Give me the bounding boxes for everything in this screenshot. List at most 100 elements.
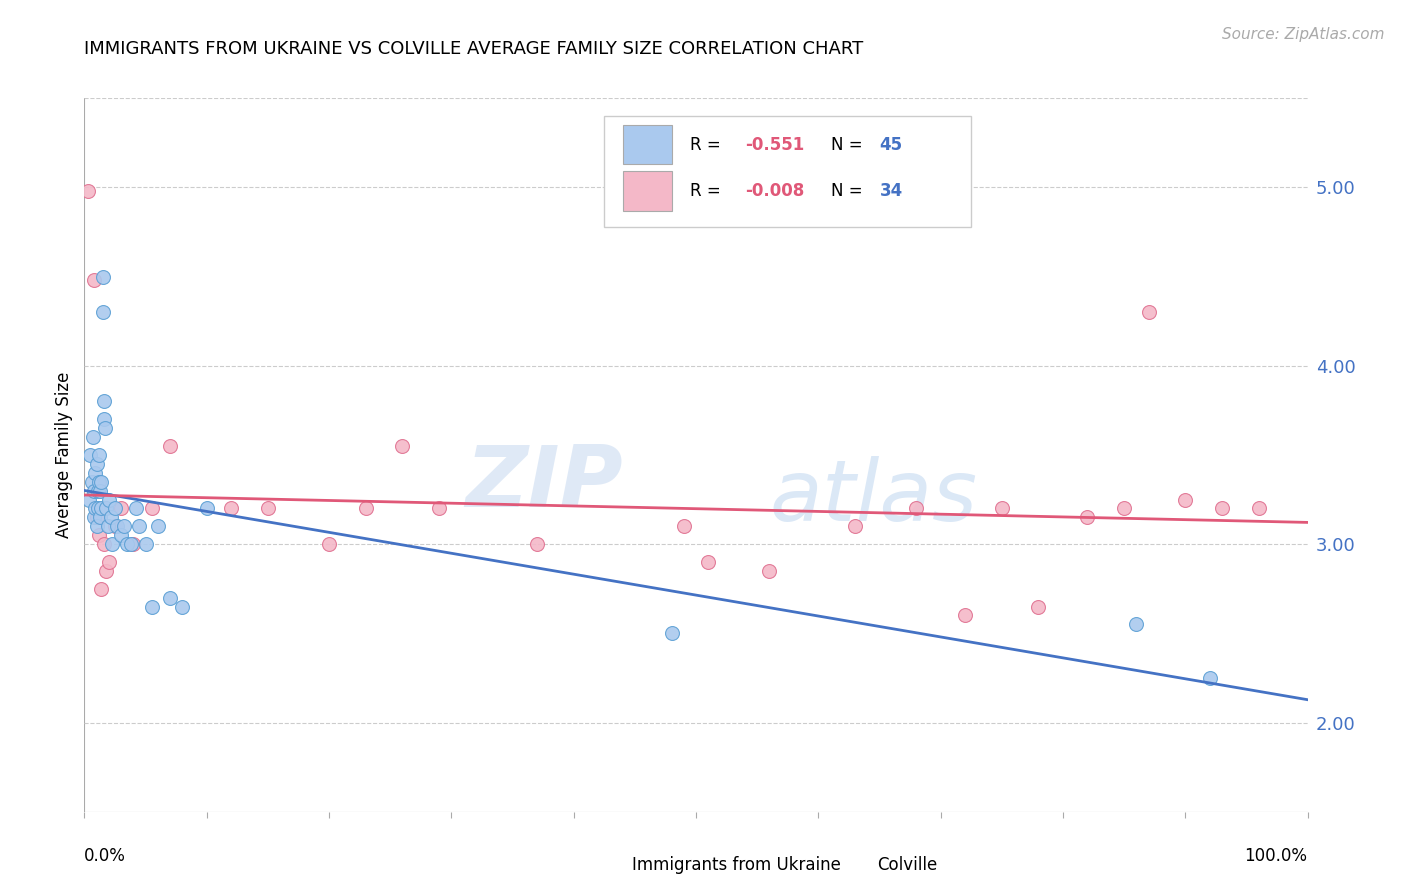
Point — [354, 501, 377, 516]
Text: 34: 34 — [880, 182, 903, 200]
Point — [93, 412, 115, 426]
Point — [844, 519, 866, 533]
Point — [146, 519, 169, 533]
Point — [97, 492, 120, 507]
Text: Source: ZipAtlas.com: Source: ZipAtlas.com — [1222, 27, 1385, 42]
Point — [94, 421, 117, 435]
Point — [101, 537, 124, 551]
Point — [105, 519, 128, 533]
Point — [83, 510, 105, 524]
FancyBboxPatch shape — [623, 125, 672, 164]
Point — [90, 501, 112, 516]
Point — [77, 492, 100, 507]
Point — [104, 519, 127, 533]
Point — [87, 448, 110, 462]
Point — [80, 475, 103, 489]
FancyBboxPatch shape — [623, 171, 672, 211]
Point — [93, 394, 115, 409]
Y-axis label: Average Family Size: Average Family Size — [55, 372, 73, 538]
Point — [90, 582, 112, 596]
Point — [1125, 617, 1147, 632]
Point — [97, 555, 120, 569]
Point — [104, 501, 127, 516]
Point — [661, 626, 683, 640]
Point — [1211, 501, 1233, 516]
Text: Immigrants from Ukraine: Immigrants from Ukraine — [633, 856, 841, 874]
Point — [991, 501, 1014, 516]
Point — [1174, 492, 1197, 507]
Point — [84, 501, 107, 516]
Point — [427, 501, 450, 516]
Point — [112, 519, 135, 533]
Text: Colville: Colville — [877, 856, 938, 874]
Point — [1247, 501, 1270, 516]
Point — [91, 269, 114, 284]
Point — [128, 519, 150, 533]
Point — [953, 608, 976, 623]
Point — [1076, 510, 1098, 524]
Point — [91, 305, 114, 319]
Text: -0.008: -0.008 — [745, 182, 804, 200]
Point — [195, 501, 218, 516]
Point — [159, 439, 181, 453]
Point — [1114, 501, 1136, 516]
Text: -0.551: -0.551 — [745, 136, 804, 153]
Point — [115, 537, 138, 551]
Point — [120, 537, 142, 551]
Text: ZIP: ZIP — [465, 442, 623, 525]
Point — [84, 466, 107, 480]
FancyBboxPatch shape — [574, 853, 620, 878]
Point — [697, 555, 720, 569]
Point — [77, 184, 100, 198]
FancyBboxPatch shape — [605, 116, 972, 227]
Point — [135, 537, 157, 551]
Point — [83, 483, 105, 498]
Point — [219, 501, 242, 516]
Point — [1137, 305, 1160, 319]
Point — [141, 501, 163, 516]
Point — [257, 501, 280, 516]
Point — [758, 564, 780, 578]
Point — [83, 273, 105, 287]
Point — [159, 591, 181, 605]
Text: IMMIGRANTS FROM UKRAINE VS COLVILLE AVERAGE FAMILY SIZE CORRELATION CHART: IMMIGRANTS FROM UKRAINE VS COLVILLE AVER… — [84, 40, 863, 58]
Point — [100, 510, 122, 524]
Text: 100.0%: 100.0% — [1244, 847, 1308, 865]
Point — [87, 528, 110, 542]
Point — [96, 564, 118, 578]
Text: N =: N = — [831, 136, 868, 153]
Text: 45: 45 — [880, 136, 903, 153]
Point — [391, 439, 413, 453]
Point — [89, 510, 111, 524]
Point — [86, 519, 108, 533]
Point — [86, 457, 108, 471]
Point — [89, 483, 111, 498]
Point — [87, 483, 110, 498]
Point — [318, 537, 340, 551]
Point — [86, 510, 108, 524]
Point — [1028, 599, 1050, 614]
FancyBboxPatch shape — [818, 853, 865, 878]
Point — [93, 537, 115, 551]
Point — [172, 599, 194, 614]
Point — [90, 475, 112, 489]
Point — [97, 519, 120, 533]
Point — [79, 448, 101, 462]
Text: R =: R = — [690, 182, 725, 200]
Point — [526, 537, 548, 551]
Text: R =: R = — [690, 136, 725, 153]
Point — [87, 475, 110, 489]
Point — [110, 528, 132, 542]
Point — [672, 519, 695, 533]
Point — [96, 501, 118, 516]
Point — [87, 501, 110, 516]
Point — [82, 430, 104, 444]
Point — [122, 537, 145, 551]
Text: 0.0%: 0.0% — [84, 847, 127, 865]
Text: atlas: atlas — [769, 456, 977, 540]
Point — [125, 501, 148, 516]
Point — [1198, 671, 1220, 685]
Point — [905, 501, 928, 516]
Text: N =: N = — [831, 182, 868, 200]
Point — [141, 599, 163, 614]
